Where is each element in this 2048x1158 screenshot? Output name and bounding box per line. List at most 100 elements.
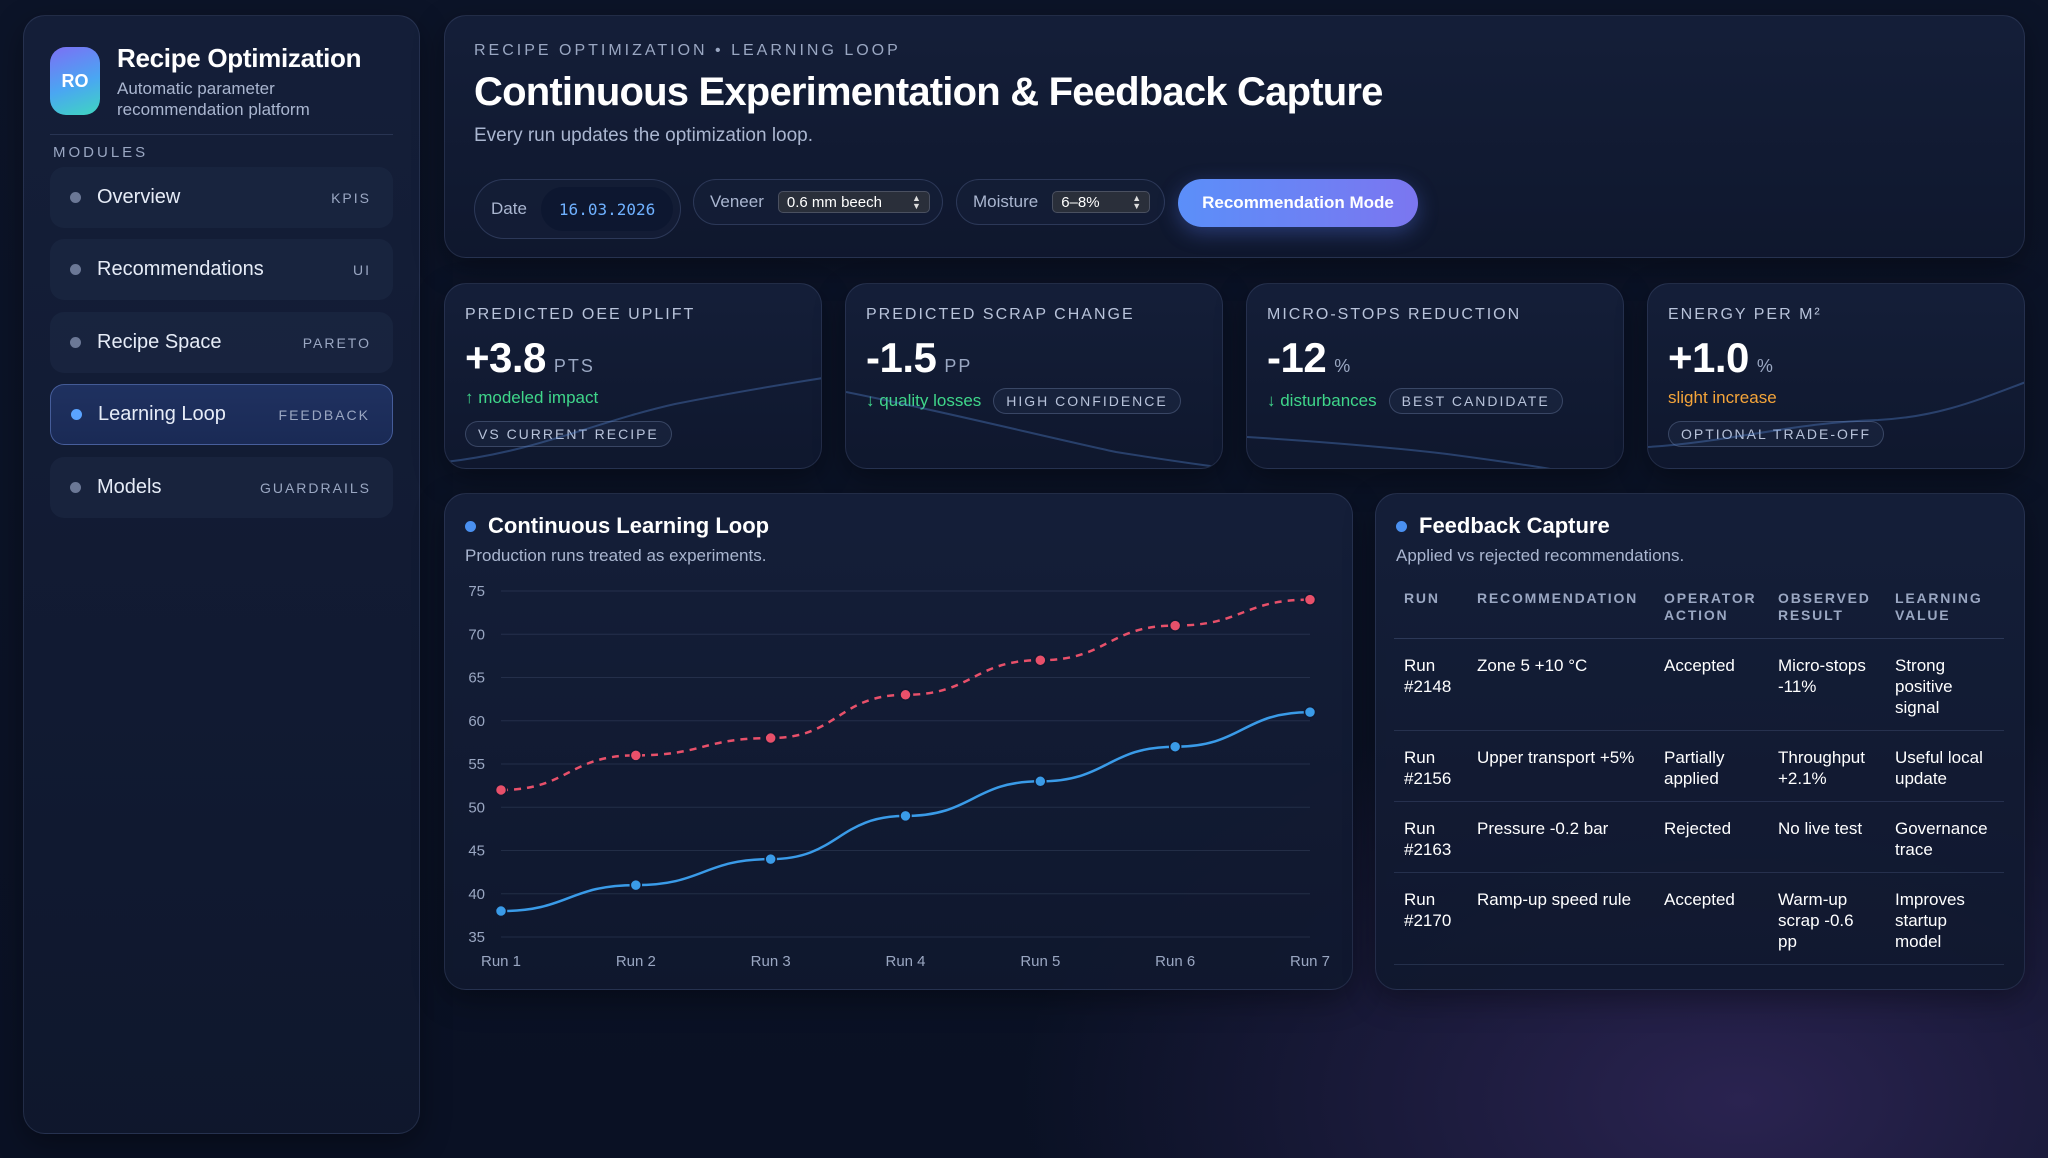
table-cell: Run #2163 (1394, 801, 1467, 873)
feedback-panel: Feedback Capture Applied vs rejected rec… (1375, 493, 2025, 990)
kpi-card-scrap: PREDICTED SCRAP CHANGE -1.5 PP ↓ quality … (845, 283, 1223, 469)
panel-subtitle: Applied vs rejected recommendations. (1396, 546, 1685, 565)
kpi-trend: slight increase (1668, 388, 1777, 407)
app-subtitle: Automatic parameter recommendation platf… (117, 79, 310, 119)
series-1-point (494, 783, 508, 797)
kpi-label: ENERGY PER M² (1668, 306, 1822, 323)
kpi-label: MICRO-STOPS REDUCTION (1267, 306, 1522, 323)
sidebar-item-recommendations[interactable]: Recommendations UI (50, 239, 393, 300)
kpi-sparkline (1648, 381, 2024, 448)
sidebar-item-learning-loop[interactable]: Learning Loop FEEDBACK (50, 384, 393, 445)
series-2-point (1034, 775, 1047, 788)
column-header: RECOMMENDATION (1467, 590, 1654, 639)
sidebar-item-overview[interactable]: Overview KPIS (50, 167, 393, 228)
kpi-number: +1.0 (1668, 334, 1749, 381)
panel-subtitle: Production runs treated as experiments. (465, 546, 767, 565)
table-cell: Zone 5 +10 °C (1467, 638, 1654, 731)
veneer-select[interactable]: 0.6 mm beech ▲ ▼ (777, 191, 930, 213)
kpi-trend-row: ↑ modeled impact (465, 388, 598, 408)
sidebar-item-tag: GUARDRAILS (259, 479, 371, 496)
nav-dot-icon (70, 192, 81, 203)
kpi-badge: HIGH CONFIDENCE (993, 388, 1181, 414)
y-tick-label: 35 (468, 929, 485, 946)
kpi-number: +3.8 (465, 334, 546, 381)
app-logo: RO (50, 47, 100, 115)
kpi-value: +3.8 PTS (465, 334, 595, 382)
series-2-point (1303, 705, 1317, 719)
column-header: OPERATOR ACTION (1654, 590, 1768, 639)
kpi-unit: PP (944, 356, 973, 376)
kpi-trend: ↓ quality losses (866, 391, 982, 410)
sidebar-divider (50, 134, 393, 135)
table-cell: Run #2156 (1394, 730, 1467, 802)
y-tick-label: 70 (468, 626, 485, 643)
y-tick-label: 40 (468, 886, 485, 903)
sidebar-item-label: Recommendations (97, 258, 264, 280)
moisture-select[interactable]: 6–8% ▲ ▼ (1052, 191, 1151, 213)
y-tick-label: 50 (468, 799, 485, 816)
moisture-label: Moisture (973, 192, 1039, 211)
x-tick-label: Run 7 (1290, 953, 1330, 970)
kpi-sparkline (846, 391, 1222, 468)
column-header: LEARNING VALUE (1885, 590, 2004, 639)
table-cell: Improves startup model (1885, 872, 2004, 965)
sidebar: RO Recipe Optimization Automatic paramet… (23, 15, 420, 1134)
table-row: Run #2156 Upper transport +5% Partially … (1394, 730, 2004, 802)
kpi-number: -1.5 (866, 334, 937, 381)
table-cell: Pressure -0.2 bar (1467, 801, 1654, 873)
kpi-card-energy: ENERGY PER M² +1.0% slight increase OPTI… (1647, 283, 2025, 469)
kpi-value: +1.0% (1668, 334, 1775, 382)
kpi-sparkline (1247, 436, 1551, 468)
kpi-value: -12% (1267, 334, 1352, 382)
panel-title-text: Continuous Learning Loop (488, 513, 770, 538)
kpi-label: PREDICTED OEE UPLIFT (465, 306, 696, 323)
table-cell: Run #2148 (1394, 638, 1467, 731)
x-tick-label: Run 6 (1155, 953, 1195, 970)
kpi-trend: ↓ disturbances (1267, 391, 1377, 410)
table-cell: Accepted (1654, 638, 1768, 731)
table-row: Run #2148 Zone 5 +10 °C Accepted Micro-s… (1394, 638, 2004, 731)
sidebar-item-tag: PARETO (302, 334, 371, 351)
sidebar-item-recipe-space[interactable]: Recipe Space PARETO (50, 312, 393, 373)
sidebar-item-tag: UI (353, 261, 371, 278)
nav-dot-icon (70, 337, 81, 348)
nav-dot-icon (71, 409, 82, 420)
sidebar-item-label: Models (97, 476, 162, 498)
sidebar-item-label: Recipe Space (97, 331, 222, 353)
panel-dot-icon (465, 520, 476, 532)
table-row: Run #2163 Pressure -0.2 bar Rejected No … (1394, 801, 2004, 873)
date-input[interactable]: 16.03.2026 (540, 187, 674, 231)
kpi-badge: OPTIONAL TRADE-OFF (1668, 421, 1885, 447)
sidebar-item-label: Overview (97, 186, 181, 208)
kpi-trend-row: slight increase (1668, 388, 1777, 408)
kpi-unit: PTS (553, 356, 595, 376)
app-title: Recipe Optimization (117, 43, 362, 73)
series-2-point (494, 904, 508, 918)
table-cell: Accepted (1654, 872, 1768, 965)
learning-loop-panel: 75 70 65 60 55 50 45 40 35 Run 1 Run 2 Run 3 Run 4 Ru… (444, 493, 1353, 990)
column-header: OBSERVED RESULT (1768, 590, 1885, 639)
panel-title-text: Feedback Capture (1419, 513, 1610, 538)
kpi-badge: BEST CANDIDATE (1388, 388, 1563, 414)
y-tick-label: 75 (468, 583, 485, 600)
page-title: Continuous Experimentation & Feedback Ca… (474, 70, 1383, 114)
sidebar-section-label: MODULES (53, 144, 149, 161)
table-cell: Run #2170 (1394, 872, 1467, 965)
table-cell: Warm-up scrap -0.6 pp (1768, 872, 1885, 965)
moisture-value: 6–8% (1061, 193, 1100, 211)
panel-dot-icon (1396, 520, 1407, 532)
table-cell: Useful local update (1885, 730, 2004, 802)
kpi-trend-row: ↓ disturbances BEST CANDIDATE (1267, 388, 1563, 414)
breadcrumb: RECIPE OPTIMIZATION • LEARNING LOOP (474, 42, 901, 59)
series-1-point (1168, 619, 1182, 632)
series-1-point (629, 749, 643, 762)
sidebar-item-models[interactable]: Models GUARDRAILS (50, 457, 393, 518)
x-tick-label: Run 5 (1020, 953, 1060, 970)
date-label: Date (491, 199, 527, 218)
table-cell: Throughput +2.1% (1768, 730, 1885, 802)
x-tick-label: Run 2 (616, 953, 656, 970)
table-cell: No live test (1768, 801, 1885, 873)
feedback-table: RUN RECOMMENDATION OPERATOR ACTION OBSER… (1394, 590, 2004, 965)
table-row: Run #2170 Ramp-up speed rule Accepted Wa… (1394, 872, 2004, 965)
recommendation-mode-button[interactable]: Recommendation Mode (1178, 179, 1418, 227)
